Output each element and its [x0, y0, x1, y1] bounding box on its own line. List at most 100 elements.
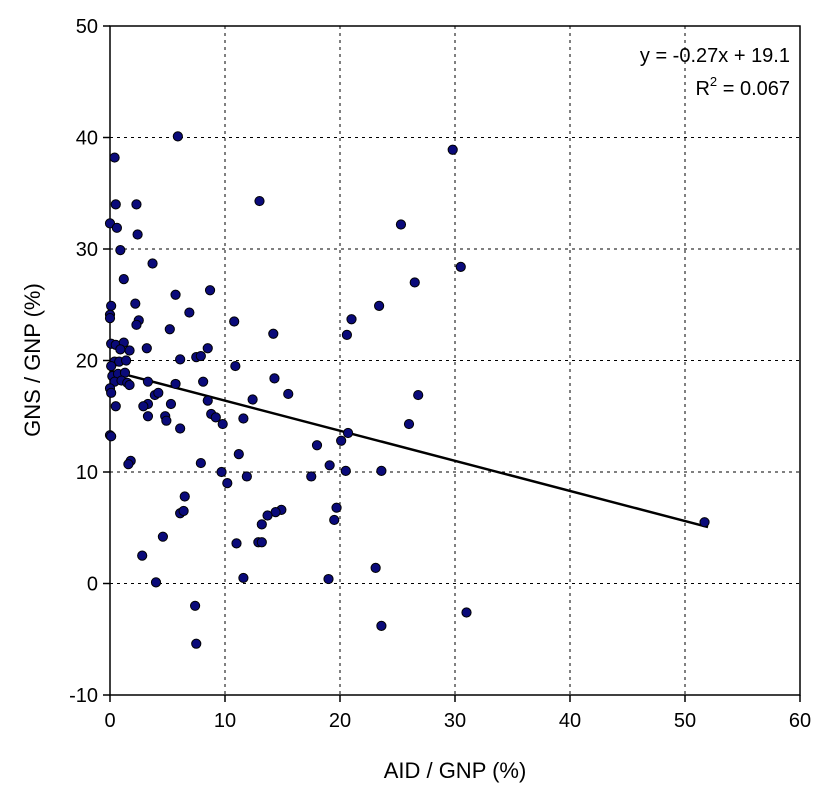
- y-axis-ticks: -10 0 10 20 30 40 50: [69, 16, 110, 707]
- data-point: [324, 460, 335, 471]
- data-point: [202, 343, 213, 354]
- data-point: [306, 471, 317, 482]
- data-point: [198, 376, 209, 387]
- data-point: [455, 261, 466, 272]
- data-point: [222, 478, 233, 489]
- data-point: [376, 620, 387, 631]
- data-point: [150, 577, 162, 588]
- y-tick-label: 20: [76, 351, 98, 373]
- data-point: [124, 345, 135, 356]
- data-point: [142, 376, 154, 387]
- data-point: [204, 285, 216, 296]
- data-point: [247, 394, 258, 405]
- x-tick-label: 10: [214, 710, 236, 732]
- data-point: [395, 219, 407, 230]
- data-point: [179, 491, 190, 502]
- data-point: [341, 329, 352, 340]
- data-point: [229, 316, 240, 327]
- data-point: [142, 411, 154, 422]
- data-point: [109, 152, 120, 163]
- data-point: [123, 459, 134, 470]
- x-tick-label: 20: [329, 710, 351, 732]
- data-point: [336, 435, 347, 446]
- data-point: [217, 418, 228, 430]
- data-point: [110, 199, 121, 210]
- y-tick-label: 0: [87, 574, 98, 596]
- y-tick-label: 40: [76, 128, 98, 150]
- data-point: [370, 562, 381, 573]
- data-point: [104, 313, 116, 324]
- data-point: [178, 505, 189, 517]
- data-point: [138, 401, 149, 412]
- data-point: [311, 440, 323, 451]
- data-point: [170, 378, 181, 390]
- data-points: [104, 131, 710, 649]
- data-point: [231, 538, 242, 549]
- data-point: [175, 354, 186, 365]
- data-point: [254, 195, 265, 207]
- data-point: [461, 607, 472, 618]
- data-point: [241, 471, 252, 482]
- y-tick-label: -10: [69, 685, 98, 707]
- data-point: [106, 360, 117, 372]
- data-point: [340, 465, 351, 476]
- data-point: [268, 328, 279, 339]
- data-point: [172, 131, 183, 142]
- data-point: [331, 502, 342, 513]
- data-point: [175, 423, 186, 434]
- data-point: [157, 531, 168, 542]
- y-axis-title: GNS / GNP (%): [20, 283, 45, 437]
- data-point: [164, 324, 175, 335]
- data-point: [210, 412, 221, 423]
- x-axis-title: AID / GNP (%): [384, 758, 527, 783]
- data-point: [329, 514, 340, 526]
- x-tick-label: 40: [559, 710, 581, 732]
- data-point: [124, 379, 135, 391]
- data-point: [230, 360, 241, 372]
- data-point: [256, 519, 267, 530]
- data-point: [409, 277, 420, 288]
- data-point: [195, 457, 206, 469]
- data-point: [121, 355, 132, 366]
- data-point: [283, 388, 294, 400]
- r-squared-annotation: R2 = 0.067: [695, 74, 790, 100]
- data-point: [233, 449, 244, 460]
- data-point: [413, 389, 424, 401]
- y-tick-label: 50: [76, 16, 98, 38]
- data-point: [238, 413, 249, 424]
- data-point: [202, 395, 213, 406]
- data-point: [111, 222, 123, 233]
- data-point: [216, 466, 227, 478]
- data-point: [699, 517, 710, 528]
- data-point: [376, 465, 387, 476]
- data-point: [106, 387, 117, 398]
- x-tick-label: 0: [104, 710, 115, 732]
- data-point: [110, 401, 121, 412]
- data-point: [190, 600, 201, 611]
- data-point: [130, 298, 141, 309]
- data-point: [447, 144, 458, 155]
- r-squared-prefix: R: [695, 78, 709, 100]
- data-point: [170, 289, 181, 300]
- data-point: [165, 398, 177, 410]
- equation-annotation: y = -0.27x + 19.1: [640, 45, 790, 67]
- data-point: [141, 343, 152, 354]
- data-point: [115, 344, 126, 355]
- x-tick-label: 60: [789, 710, 811, 732]
- data-point: [184, 307, 195, 318]
- x-tick-label: 30: [444, 710, 466, 732]
- r-squared-value: = 0.067: [717, 78, 790, 100]
- data-point: [346, 314, 357, 325]
- data-point: [374, 300, 385, 311]
- x-axis-ticks: 0 10 20 30 40 50 60: [104, 695, 811, 732]
- data-point: [403, 418, 415, 430]
- data-point: [118, 274, 129, 285]
- data-point: [153, 387, 164, 398]
- data-point: [323, 573, 334, 585]
- data-point: [238, 572, 249, 584]
- data-point: [269, 373, 280, 384]
- data-point: [106, 431, 117, 442]
- data-point: [106, 300, 117, 311]
- data-point: [191, 638, 202, 649]
